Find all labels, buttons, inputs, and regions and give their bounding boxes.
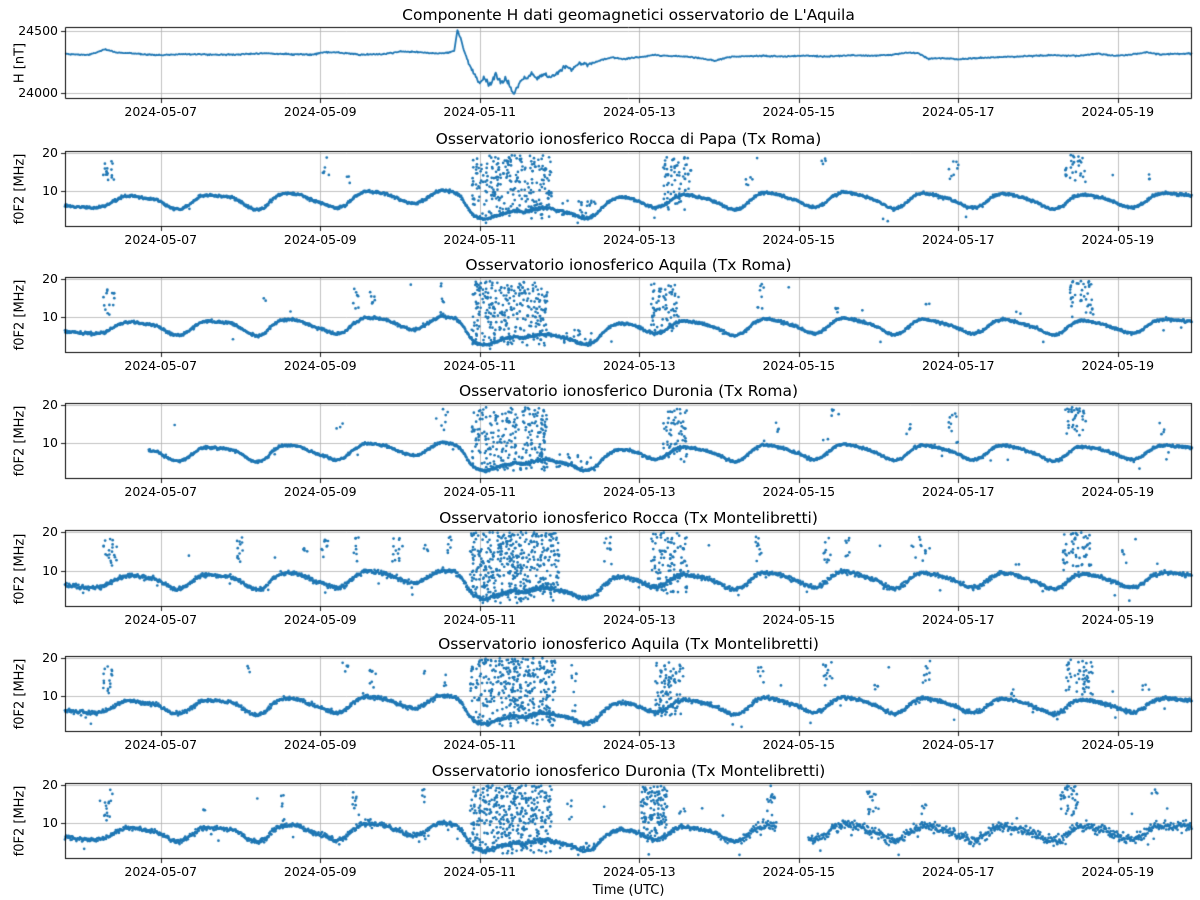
x-tick-label: 2024-05-17 <box>921 358 995 373</box>
x-tick-label: 2024-05-19 <box>1081 864 1155 879</box>
x-tick-label: 2024-05-11 <box>443 612 517 627</box>
x-tick-label: 2024-05-17 <box>921 232 995 247</box>
x-tick-label: 2024-05-17 <box>921 864 995 879</box>
panel-title: Osservatorio ionosferico Aquila (Tx Mont… <box>438 635 819 653</box>
x-tick-label: 2024-05-11 <box>443 864 517 879</box>
x-tick-label: 2024-05-09 <box>283 737 357 752</box>
x-tick-label: 2024-05-19 <box>1081 737 1155 752</box>
x-tick-label: 2024-05-17 <box>921 612 995 627</box>
y-tick-label: 24500 <box>18 23 58 39</box>
x-tick-label: 2024-05-15 <box>762 484 836 499</box>
panel-title: Osservatorio ionosferico Aquila (Tx Roma… <box>465 256 792 274</box>
x-tick-label: 2024-05-09 <box>283 104 357 119</box>
x-tick-label: 2024-05-11 <box>443 104 517 119</box>
x-tick-label: 2024-05-09 <box>283 612 357 627</box>
x-tick-label: 2024-05-13 <box>602 104 676 119</box>
x-tick-label: 2024-05-19 <box>1081 612 1155 627</box>
x-tick-label: 2024-05-09 <box>283 232 357 247</box>
x-tick-label: 2024-05-19 <box>1081 484 1155 499</box>
x-tick-label: 2024-05-19 <box>1081 232 1155 247</box>
x-tick-label: 2024-05-15 <box>762 232 836 247</box>
plot-canvas-duronia-montelibretti <box>55 781 1200 871</box>
x-tick-label: 2024-05-07 <box>124 104 198 119</box>
y-axis-label: H [nT] <box>12 42 28 84</box>
x-tick-label: 2024-05-13 <box>602 612 676 627</box>
x-tick-label: 2024-05-07 <box>124 864 198 879</box>
plot-canvas-duronia-roma <box>55 401 1200 491</box>
x-tick-label: 2024-05-07 <box>124 358 198 373</box>
x-tick-label: 2024-05-07 <box>124 612 198 627</box>
plot-canvas-h-component <box>55 25 1200 111</box>
x-tick-label: 2024-05-13 <box>602 864 676 879</box>
y-tick-label: 10 <box>42 688 58 704</box>
panel-title: Componente H dati geomagnetici osservato… <box>402 6 855 24</box>
x-tick-label: 2024-05-15 <box>762 737 836 752</box>
y-tick-label: 10 <box>42 309 58 325</box>
x-tick-label: 2024-05-11 <box>443 232 517 247</box>
y-tick-label: 10 <box>42 562 58 578</box>
y-tick-label: 20 <box>42 145 58 161</box>
x-tick-label: 2024-05-07 <box>124 737 198 752</box>
panel-title: Osservatorio ionosferico Rocca di Papa (… <box>435 130 822 148</box>
x-tick-label: 2024-05-13 <box>602 358 676 373</box>
y-tick-label: 10 <box>42 435 58 451</box>
x-tick-label: 2024-05-19 <box>1081 358 1155 373</box>
plot-canvas-rocca-montelibretti <box>55 528 1200 619</box>
y-tick-label: 20 <box>42 524 58 540</box>
x-tick-label: 2024-05-09 <box>283 484 357 499</box>
x-tick-label: 2024-05-11 <box>443 737 517 752</box>
y-tick-label: 20 <box>42 777 58 793</box>
x-tick-label: 2024-05-07 <box>124 232 198 247</box>
x-tick-label: 2024-05-09 <box>283 864 357 879</box>
x-tick-label: 2024-05-13 <box>602 232 676 247</box>
x-tick-label: 2024-05-15 <box>762 358 836 373</box>
y-tick-label: 20 <box>42 650 58 666</box>
x-tick-label: 2024-05-19 <box>1081 104 1155 119</box>
x-tick-label: 2024-05-11 <box>443 358 517 373</box>
panel-title: Osservatorio ionosferico Duronia (Tx Mon… <box>431 762 826 780</box>
x-tick-label: 2024-05-17 <box>921 104 995 119</box>
y-tick-label: 10 <box>42 815 58 831</box>
x-tick-label: 2024-05-13 <box>602 737 676 752</box>
x-tick-label: 2024-05-09 <box>283 358 357 373</box>
x-tick-label: 2024-05-17 <box>921 484 995 499</box>
y-tick-label: 10 <box>42 183 58 199</box>
y-tick-label: 20 <box>42 397 58 413</box>
x-tick-label: 2024-05-13 <box>602 484 676 499</box>
x-tick-label: 2024-05-11 <box>443 484 517 499</box>
x-tick-label: 2024-05-17 <box>921 737 995 752</box>
panel-title: Osservatorio ionosferico Rocca (Tx Monte… <box>439 509 818 527</box>
y-tick-label: 24000 <box>18 84 58 100</box>
plot-canvas-aquila-roma <box>55 275 1200 365</box>
plot-canvas-aquila-montelibretti <box>55 654 1200 744</box>
panel-title: Osservatorio ionosferico Duronia (Tx Rom… <box>458 382 798 400</box>
x-tick-label: 2024-05-15 <box>762 104 836 119</box>
y-tick-label: 20 <box>42 271 58 287</box>
plot-canvas-rocca-di-papa-roma <box>55 149 1200 239</box>
x-tick-label: 2024-05-15 <box>762 612 836 627</box>
x-tick-label: 2024-05-07 <box>124 484 198 499</box>
x-tick-label: 2024-05-15 <box>762 864 836 879</box>
x-axis-label: Time (UTC) <box>592 883 665 898</box>
